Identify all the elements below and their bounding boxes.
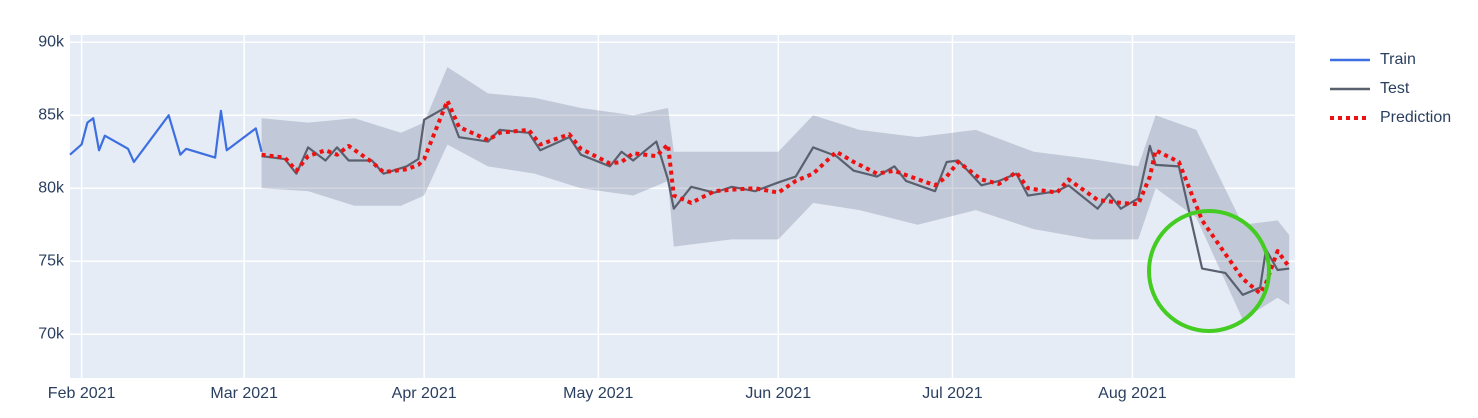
x-tick-label: Feb 2021 (48, 385, 116, 402)
plot-area (69, 67, 1291, 320)
y-tick-label: 75k (38, 252, 65, 269)
series-line (69, 109, 263, 164)
x-tick-label: Aug 2021 (1098, 385, 1167, 402)
x-tick-label: May 2021 (563, 385, 633, 402)
legend-label: Test (1380, 80, 1410, 97)
x-tick-label: Mar 2021 (210, 385, 278, 402)
legend: Train Test Prediction (1330, 51, 1451, 126)
x-tick-label: Jul 2021 (922, 385, 983, 402)
axes: 70k 75k 80k 85k 90k Feb 2021 Mar 2021 Apr 2021 M… (38, 34, 1167, 403)
y-tick-label: 90k (38, 34, 65, 51)
x-tick-label: Jun 2021 (745, 385, 811, 402)
legend-label: Train (1380, 51, 1416, 68)
plot-background (70, 35, 1295, 378)
series-line (261, 105, 1290, 296)
y-tick-label: 70k (38, 325, 65, 342)
grid (70, 35, 1295, 378)
series-line (261, 98, 1291, 296)
x-tick-label: Apr 2021 (392, 385, 457, 402)
highlight-circle (1147, 209, 1271, 333)
legend-label: Prediction (1380, 109, 1451, 126)
y-tick-label: 85k (38, 106, 65, 123)
y-tick-label: 80k (38, 179, 65, 196)
